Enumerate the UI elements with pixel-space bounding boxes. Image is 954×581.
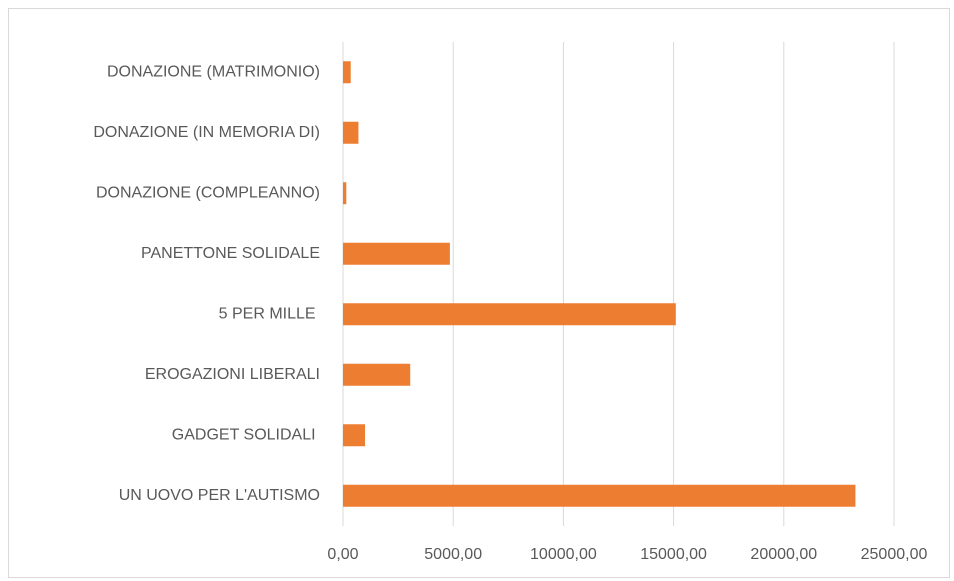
y-tick-label: DONAZIONE (IN MEMORIA DI)	[93, 124, 320, 141]
y-tick-label: DONAZIONE (COMPLEANNO)	[96, 184, 320, 201]
chart-frame	[8, 8, 950, 578]
bar	[343, 484, 856, 507]
y-tick-label: PANETTONE SOLIDALE	[141, 245, 320, 262]
bar	[343, 363, 411, 386]
x-tick-label: 5000,00	[424, 546, 482, 563]
bar	[343, 121, 359, 144]
y-tick-label: GADGET SOLIDALI	[172, 426, 320, 443]
x-tick-label: 20000,00	[750, 546, 817, 563]
bar	[343, 61, 351, 84]
x-tick-label: 25000,00	[861, 546, 928, 563]
y-tick-label: DONAZIONE (MATRIMONIO)	[107, 63, 320, 80]
y-tick-label: UN UOVO PER L'AUTISMO	[119, 487, 320, 504]
bar	[343, 242, 450, 265]
x-tick-label: 10000,00	[530, 546, 597, 563]
x-tick-label: 0,00	[327, 546, 358, 563]
y-tick-label: 5 PER MILLE	[219, 305, 320, 322]
bar	[343, 303, 676, 326]
y-tick-label: EROGAZIONI LIBERALI	[145, 366, 320, 383]
bar	[343, 182, 347, 205]
x-tick-label: 15000,00	[640, 546, 707, 563]
bar	[343, 424, 366, 447]
